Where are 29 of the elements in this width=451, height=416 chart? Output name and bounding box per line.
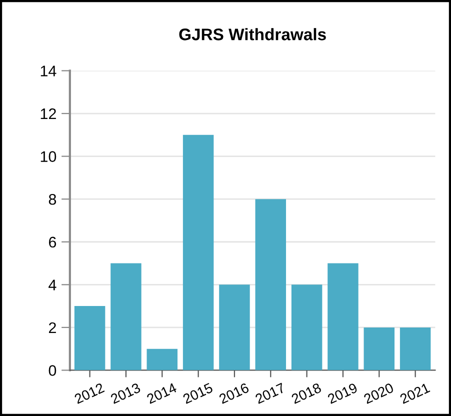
bar: [328, 263, 358, 370]
y-tick-label: 8: [48, 194, 56, 205]
bar: [219, 284, 250, 370]
y-tick-label: 12: [40, 108, 56, 120]
x-tick-label: 2017: [254, 382, 286, 404]
y-tick-label: 6: [48, 236, 56, 248]
y-tick-label: 0: [48, 365, 56, 376]
x-tick-label: 2013: [110, 382, 141, 404]
bar: [255, 199, 286, 370]
bar: [110, 263, 142, 370]
x-tick-label: 2016: [218, 382, 250, 404]
y-tick-label: 4: [48, 280, 56, 290]
x-tick-label: 2019: [327, 382, 358, 404]
bar: [146, 348, 178, 370]
bar: [182, 134, 214, 370]
y-tick-label: 14: [40, 66, 56, 76]
x-tick-label: 2015: [182, 382, 214, 404]
x-tick-label: 2018: [290, 382, 322, 404]
bar: [400, 327, 431, 370]
bar: [364, 327, 395, 370]
bar: [291, 284, 322, 370]
x-tick-label: 2012: [74, 382, 105, 404]
bar: [74, 306, 106, 370]
x-tick-label: 2014: [146, 382, 178, 404]
y-tick-label: 2: [48, 322, 56, 333]
x-tick-label: 2020: [363, 382, 394, 404]
chart-title: GJRS Withdrawals: [179, 28, 326, 40]
y-tick-label: 10: [40, 151, 56, 162]
x-tick-label: 2021: [399, 382, 430, 404]
